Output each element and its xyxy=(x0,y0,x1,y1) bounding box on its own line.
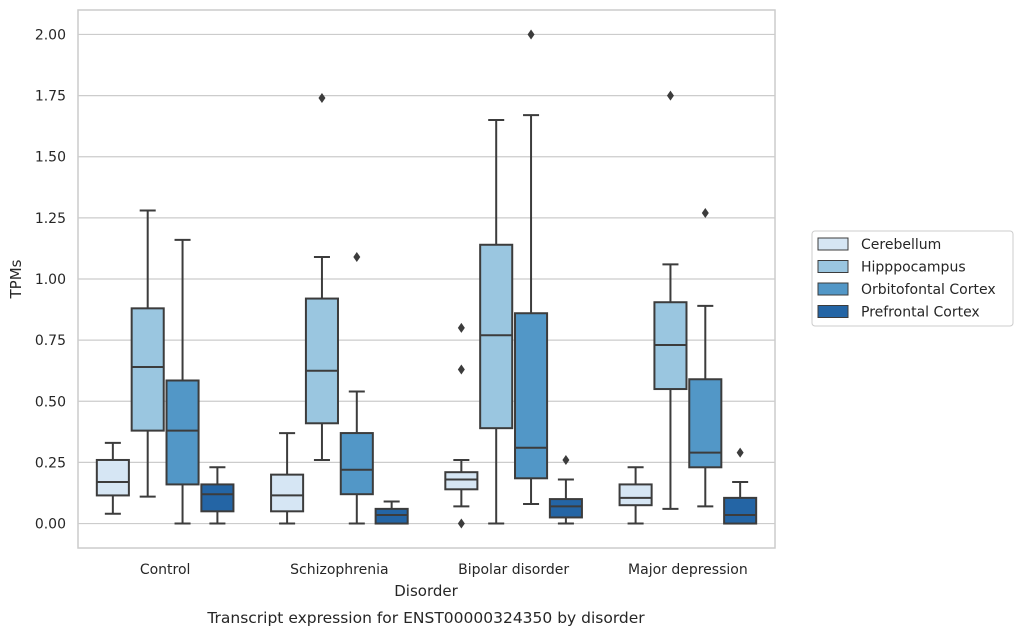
y-tick-label: 0.00 xyxy=(35,517,66,533)
box-body xyxy=(270,473,305,513)
y-axis-ticks: 0.00 0.25 0.50 0.75 1.00 1.25 1.50 1.75 2.00 xyxy=(35,27,66,532)
outlier-point xyxy=(562,454,570,465)
box xyxy=(723,447,758,525)
box xyxy=(548,454,583,525)
box-series xyxy=(95,29,758,529)
series-prefrontal-cortex xyxy=(200,447,758,525)
box xyxy=(200,466,235,525)
y-tick-label: 0.50 xyxy=(35,394,66,410)
legend-swatch xyxy=(817,260,849,273)
box xyxy=(304,93,339,461)
box xyxy=(339,251,374,525)
box-body xyxy=(548,498,583,519)
y-tick-label: 1.25 xyxy=(35,211,66,227)
outlier-point xyxy=(457,518,465,529)
outlier-point xyxy=(666,90,674,101)
box xyxy=(444,322,479,529)
box xyxy=(688,207,723,508)
legend-swatch xyxy=(817,282,849,296)
y-axis-label: TPMs xyxy=(7,259,25,299)
box-body xyxy=(374,507,409,525)
box-body xyxy=(479,243,514,430)
legend-swatch xyxy=(817,305,849,318)
y-tick-label: 0.75 xyxy=(35,333,66,349)
outlier-point xyxy=(527,29,535,40)
y-tick-label: 2.00 xyxy=(35,27,66,43)
box-body xyxy=(130,307,165,432)
box-body xyxy=(514,312,549,480)
series-orbitofontal-cortex xyxy=(165,29,723,525)
box xyxy=(653,90,688,510)
box-body xyxy=(688,378,723,469)
legend: Cerebellum Hipppocampus Orbitofontal Corte… xyxy=(811,230,1014,327)
box-body xyxy=(200,483,235,513)
box-body xyxy=(723,496,758,525)
series-cerebellum xyxy=(95,322,653,529)
y-tick-label: 0.25 xyxy=(35,455,66,471)
box-body xyxy=(444,471,479,491)
outlier-point xyxy=(457,322,465,333)
y-tick-label: 1.00 xyxy=(35,272,66,288)
legend-frame xyxy=(811,230,1014,327)
box xyxy=(165,238,200,525)
chart-caption: Transcript expression for ENST0000032435… xyxy=(206,609,645,627)
box-body xyxy=(618,483,653,507)
x-tick-label: Control xyxy=(140,562,191,578)
outlier-point xyxy=(353,251,361,262)
box xyxy=(618,466,653,525)
box xyxy=(270,432,305,525)
x-tick-label: Major depression xyxy=(628,562,748,578)
legend-label: Orbitofontal Cortex xyxy=(861,282,996,298)
box-body xyxy=(165,379,200,486)
series-hipppocampus xyxy=(130,90,688,525)
box xyxy=(374,500,409,525)
legend-label: Hipppocampus xyxy=(861,260,966,276)
box-body xyxy=(339,432,374,496)
box-body xyxy=(95,458,130,497)
legend-label: Prefrontal Cortex xyxy=(861,305,980,321)
x-tick-label: Bipolar disorder xyxy=(458,562,569,578)
legend-swatch xyxy=(817,237,849,251)
box xyxy=(95,441,130,515)
outlier-point xyxy=(318,93,326,104)
x-tick-label: Schizophrenia xyxy=(290,562,388,578)
outlier-point xyxy=(701,207,709,218)
y-tick-label: 1.75 xyxy=(35,89,66,105)
box xyxy=(130,209,165,498)
box-body xyxy=(304,297,339,425)
box xyxy=(514,29,549,505)
x-axis-label: Disorder xyxy=(394,582,458,600)
outlier-point xyxy=(736,447,744,458)
y-tick-label: 1.50 xyxy=(35,150,66,166)
x-axis-ticks: Control Schizophrenia Bipolar disorder Majo… xyxy=(140,562,748,578)
box xyxy=(479,119,514,525)
outlier-point xyxy=(457,364,465,375)
legend-label: Cerebellum xyxy=(861,237,941,253)
